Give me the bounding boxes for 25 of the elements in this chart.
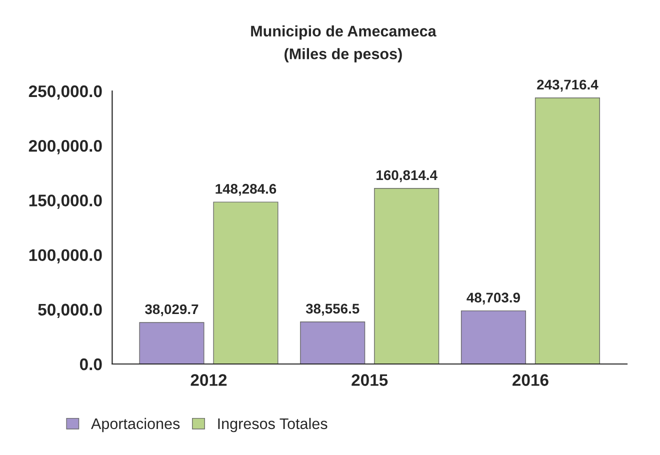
- y-tick-label: 200,000.0: [28, 140, 102, 154]
- data-label: 160,814.4: [376, 170, 438, 182]
- data-label: 38,029.7: [145, 304, 198, 316]
- x-tick-label: 2015: [352, 374, 388, 386]
- x-tick-label: 2016: [512, 374, 548, 386]
- data-label: 48,703.9: [466, 292, 520, 305]
- bar: [374, 188, 440, 364]
- x-tick-label: 2012: [190, 374, 227, 386]
- bar: [534, 98, 600, 364]
- data-label: 148,284.6: [216, 184, 276, 196]
- data-label: 243,716.4: [537, 80, 598, 92]
- bar: [460, 310, 526, 364]
- chart-title: Municipio de Amecameca: [251, 25, 436, 40]
- y-tick-label: 150,000.0: [29, 194, 102, 209]
- chart-subtitle: (Miles de pesos): [284, 48, 402, 62]
- data-label: 38,556.5: [306, 304, 360, 316]
- bar: [300, 322, 366, 364]
- legend-label: Aportaciones: [91, 418, 180, 432]
- y-tick-label: 50,000.0: [38, 304, 102, 318]
- y-tick-label: 100,000.0: [29, 249, 102, 264]
- y-tick-label: 250,000.0: [28, 85, 102, 100]
- bar: [213, 202, 278, 364]
- legend-label: Ingresos Totales: [218, 418, 328, 432]
- y-tick-label: 0.0: [80, 358, 102, 370]
- bar: [139, 322, 204, 364]
